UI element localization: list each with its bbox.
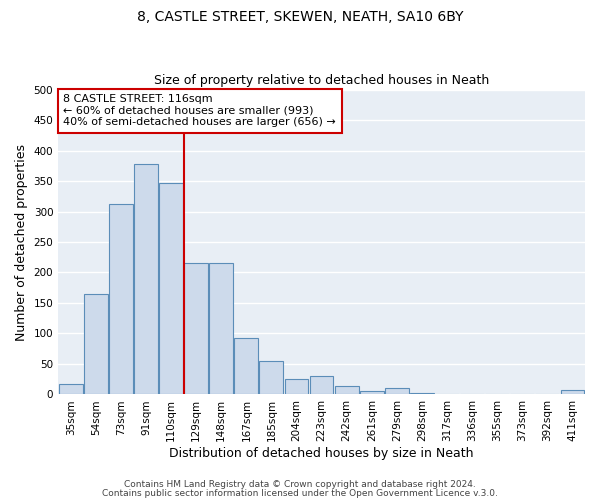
Bar xyxy=(134,164,158,394)
Title: Size of property relative to detached houses in Neath: Size of property relative to detached ho… xyxy=(154,74,489,87)
Bar xyxy=(385,388,409,394)
Bar xyxy=(209,264,233,394)
Text: Contains HM Land Registry data © Crown copyright and database right 2024.: Contains HM Land Registry data © Crown c… xyxy=(124,480,476,489)
Bar xyxy=(235,338,258,394)
Bar xyxy=(410,393,434,394)
Bar xyxy=(84,294,108,394)
Bar xyxy=(109,204,133,394)
Text: 8, CASTLE STREET, SKEWEN, NEATH, SA10 6BY: 8, CASTLE STREET, SKEWEN, NEATH, SA10 6B… xyxy=(137,10,463,24)
Bar xyxy=(360,391,383,394)
Bar xyxy=(259,361,283,394)
Bar xyxy=(335,386,359,394)
Text: 8 CASTLE STREET: 116sqm
← 60% of detached houses are smaller (993)
40% of semi-d: 8 CASTLE STREET: 116sqm ← 60% of detache… xyxy=(64,94,336,128)
Bar xyxy=(310,376,334,394)
Bar xyxy=(184,264,208,394)
Bar xyxy=(59,384,83,394)
Bar xyxy=(560,390,584,394)
Y-axis label: Number of detached properties: Number of detached properties xyxy=(15,144,28,340)
Text: Contains public sector information licensed under the Open Government Licence v.: Contains public sector information licen… xyxy=(102,488,498,498)
Bar xyxy=(159,184,183,394)
Bar xyxy=(284,379,308,394)
X-axis label: Distribution of detached houses by size in Neath: Distribution of detached houses by size … xyxy=(169,447,474,460)
